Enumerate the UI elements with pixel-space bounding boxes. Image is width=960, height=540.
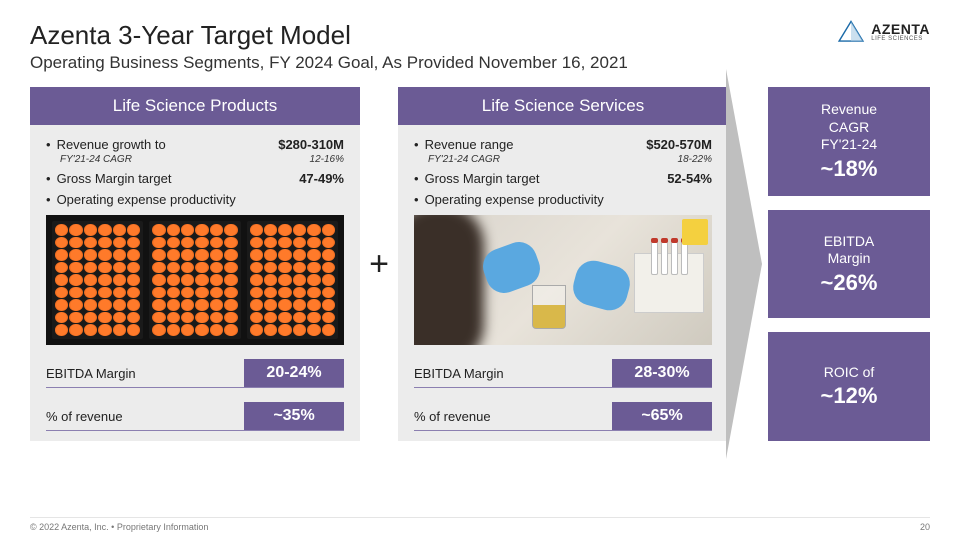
plate-icon [247, 221, 338, 339]
header-row: Azenta 3-Year Target Model Operating Bus… [30, 20, 930, 73]
summary-value: ~12% [821, 383, 878, 409]
title-block: Azenta 3-Year Target Model Operating Bus… [30, 20, 628, 73]
metric-row: % of revenue ~65% [414, 398, 712, 431]
sub-value: 18-22% [678, 154, 712, 165]
slide-title: Azenta 3-Year Target Model [30, 20, 628, 51]
slide-subtitle: Operating Business Segments, FY 2024 Goa… [30, 53, 628, 73]
metric-label: EBITDA Margin [414, 366, 504, 381]
bullet-label: Revenue range [425, 137, 514, 152]
bullet-label: Revenue growth to [57, 137, 166, 152]
footer-left: © 2022 Azenta, Inc. • Proprietary Inform… [30, 522, 208, 532]
body-row: Life Science Products •Revenue growth to… [30, 87, 930, 441]
segment-image-lab [414, 215, 712, 345]
bullet-label: Operating expense productivity [57, 192, 236, 207]
summary-label: Revenue CAGR FY'21-24 [821, 101, 877, 154]
bullet-label: Gross Margin target [425, 171, 540, 186]
segment-header: Life Science Services [398, 87, 728, 125]
summary-column: Revenue CAGR FY'21-24 ~18% EBITDA Margin… [768, 87, 930, 441]
bullet-value: 47-49% [299, 171, 344, 186]
logo-triangle-icon [837, 20, 865, 44]
metric-value: 28-30% [612, 359, 712, 387]
slide: Azenta 3-Year Target Model Operating Bus… [0, 0, 960, 540]
segment-services: Life Science Services •Revenue range $52… [398, 87, 728, 441]
summary-box-ebitda: EBITDA Margin ~26% [768, 210, 930, 319]
logo-name: AZENTA [871, 22, 930, 36]
sub-label: FY'21-24 CAGR [60, 154, 132, 165]
sub-value: 12-16% [310, 154, 344, 165]
bullet-sub: FY'21-24 CAGR 12-16% [60, 154, 344, 165]
segment-body: •Revenue growth to $280-310M FY'21-24 CA… [30, 125, 360, 441]
bullet-row: •Operating expense productivity [46, 192, 344, 207]
bullet-label: Gross Margin target [57, 171, 172, 186]
bullet-sub: FY'21-24 CAGR 18-22% [428, 154, 712, 165]
footer-page-number: 20 [920, 522, 930, 532]
summary-label: ROIC of [824, 364, 875, 382]
summary-box-revenue: Revenue CAGR FY'21-24 ~18% [768, 87, 930, 196]
plate-icon [149, 221, 240, 339]
bullet-row: •Gross Margin target 52-54% [414, 171, 712, 186]
arrow-separator [728, 87, 764, 441]
logo-tagline: LIFE SCIENCES [871, 36, 930, 42]
bullet-value: 52-54% [667, 171, 712, 186]
bullet-value: $520-570M [646, 137, 712, 152]
metric-row: EBITDA Margin 28-30% [414, 355, 712, 388]
bullet-label: Operating expense productivity [425, 192, 604, 207]
bullet-row: •Revenue range $520-570M [414, 137, 712, 152]
metric-row: EBITDA Margin 20-24% [46, 355, 344, 388]
bullet-list: •Revenue growth to $280-310M FY'21-24 CA… [46, 137, 344, 209]
metric-value: 20-24% [244, 359, 344, 387]
bullet-row: •Gross Margin target 47-49% [46, 171, 344, 186]
segment-body: •Revenue range $520-570M FY'21-24 CAGR 1… [398, 125, 728, 441]
bullet-list: •Revenue range $520-570M FY'21-24 CAGR 1… [414, 137, 712, 209]
metric-row: % of revenue ~35% [46, 398, 344, 431]
summary-value: ~26% [821, 270, 878, 296]
bullet-row: •Revenue growth to $280-310M [46, 137, 344, 152]
bullet-value: $280-310M [278, 137, 344, 152]
metric-label: % of revenue [414, 409, 491, 424]
footer: © 2022 Azenta, Inc. • Proprietary Inform… [30, 517, 930, 532]
metric-value: ~35% [244, 402, 344, 430]
chevron-right-icon [726, 69, 766, 459]
company-logo: AZENTA LIFE SCIENCES [837, 20, 930, 44]
plate-icon [52, 221, 143, 339]
plus-separator: + [360, 87, 398, 441]
segment-image-plates [46, 215, 344, 345]
metric-value: ~65% [612, 402, 712, 430]
summary-box-roic: ROIC of ~12% [768, 332, 930, 441]
summary-value: ~18% [821, 156, 878, 182]
bullet-row: •Operating expense productivity [414, 192, 712, 207]
sub-label: FY'21-24 CAGR [428, 154, 500, 165]
summary-label: EBITDA Margin [824, 233, 875, 268]
segment-products: Life Science Products •Revenue growth to… [30, 87, 360, 441]
metric-label: EBITDA Margin [46, 366, 136, 381]
metric-label: % of revenue [46, 409, 123, 424]
segment-header: Life Science Products [30, 87, 360, 125]
logo-text: AZENTA LIFE SCIENCES [871, 22, 930, 42]
